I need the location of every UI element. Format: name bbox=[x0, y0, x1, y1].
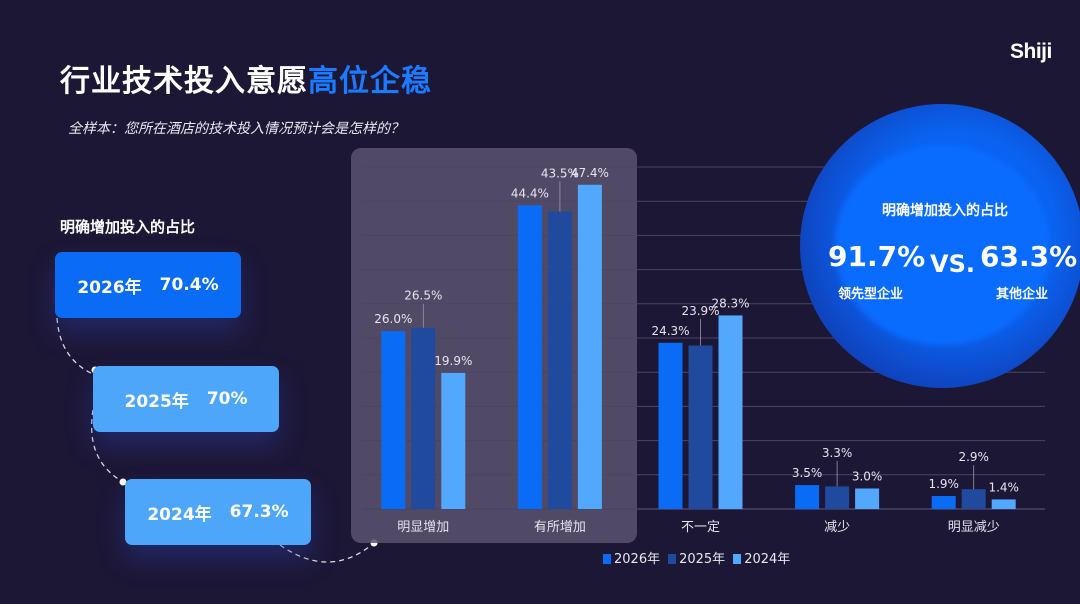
year-value: 67.3% bbox=[229, 502, 289, 522]
title-highlight: 高位企稳 bbox=[308, 64, 432, 99]
bar-2026年-明显增加 bbox=[381, 331, 406, 509]
bar-2026年-有所增加 bbox=[517, 205, 542, 509]
left-panel-label: 明确增加投入的占比 bbox=[60, 218, 196, 236]
year-value: 70% bbox=[206, 389, 248, 409]
year-value: 70.4% bbox=[159, 275, 219, 295]
data-label: 23.9% bbox=[681, 304, 719, 318]
year-label: 2024年 bbox=[147, 504, 212, 525]
bar-2024年-明显增加 bbox=[441, 372, 466, 509]
page-title: 行业技术投入意愿高位企稳 bbox=[60, 56, 432, 100]
x-tick-label: 减少 bbox=[824, 520, 850, 535]
leader-value: 91.7% bbox=[828, 240, 926, 273]
bar-2026年-明显减少 bbox=[931, 496, 956, 509]
legend-label: 2026年 bbox=[614, 552, 661, 567]
bar-2026年-不一定 bbox=[658, 342, 683, 509]
x-tick-label: 不一定 bbox=[681, 520, 720, 535]
bar-2025年-减少 bbox=[825, 486, 850, 509]
circle-title: 明确增加投入的占比 bbox=[882, 203, 1008, 219]
x-tick-label: 明显减少 bbox=[948, 520, 1000, 535]
title-main: 行业技术投入意愿 bbox=[60, 64, 308, 99]
data-label: 2.9% bbox=[958, 450, 989, 464]
data-label: 3.0% bbox=[852, 469, 883, 483]
data-label: 19.9% bbox=[434, 354, 472, 368]
vs-label: VS. bbox=[930, 250, 975, 278]
bar-2025年-不一定 bbox=[688, 345, 713, 509]
data-label: 47.4% bbox=[571, 166, 609, 180]
subtitle: 全样本：您所在酒店的技术投入情况预计会是怎样的？ bbox=[68, 121, 404, 137]
data-label: 24.3% bbox=[651, 324, 689, 338]
year-label: 2025年 bbox=[124, 391, 189, 412]
leader-label: 领先型企业 bbox=[838, 287, 904, 302]
x-tick-label: 明显增加 bbox=[397, 520, 449, 535]
legend-label: 2025年 bbox=[679, 552, 726, 567]
x-tick-label: 有所增加 bbox=[534, 520, 586, 535]
data-label: 28.3% bbox=[711, 296, 749, 310]
data-label: 3.3% bbox=[822, 446, 853, 460]
data-label: 26.5% bbox=[404, 289, 442, 303]
bar-2024年-不一定 bbox=[718, 315, 743, 509]
other-value: 63.3% bbox=[980, 240, 1078, 273]
legend-item-2025: 2025年 bbox=[668, 548, 725, 567]
other-label: 其他企业 bbox=[996, 287, 1049, 302]
legend-item-2026: 2026年 bbox=[603, 548, 660, 567]
year-box-2025: 2025年 70% bbox=[93, 366, 279, 432]
year-label: 2026年 bbox=[77, 277, 142, 298]
year-box-2026: 2026年 70.4% bbox=[55, 252, 241, 318]
bar-2025年-明显减少 bbox=[961, 489, 986, 509]
bar-2026年-减少 bbox=[795, 485, 820, 509]
data-label: 44.4% bbox=[511, 186, 549, 200]
legend-label: 2024年 bbox=[744, 552, 791, 567]
chart-legend: 2026年 2025年 2024年 bbox=[603, 548, 790, 567]
data-label: 26.0% bbox=[374, 312, 412, 326]
bar-2024年-减少 bbox=[855, 488, 880, 509]
bar-2024年-明显减少 bbox=[991, 499, 1016, 509]
legend-item-2024: 2024年 bbox=[733, 548, 790, 567]
bar-2025年-明显增加 bbox=[411, 327, 436, 509]
data-label: 3.5% bbox=[792, 466, 823, 480]
data-label: 43.5% bbox=[541, 166, 579, 180]
shiji-logo: Shiji bbox=[1010, 40, 1052, 63]
year-box-2024: 2024年 67.3% bbox=[125, 479, 311, 545]
bar-2025年-有所增加 bbox=[547, 211, 572, 509]
bar-2024年-有所增加 bbox=[577, 184, 602, 509]
highlight-circle-inner bbox=[835, 145, 1050, 345]
data-label: 1.9% bbox=[928, 477, 959, 491]
data-label: 1.4% bbox=[988, 480, 1019, 494]
